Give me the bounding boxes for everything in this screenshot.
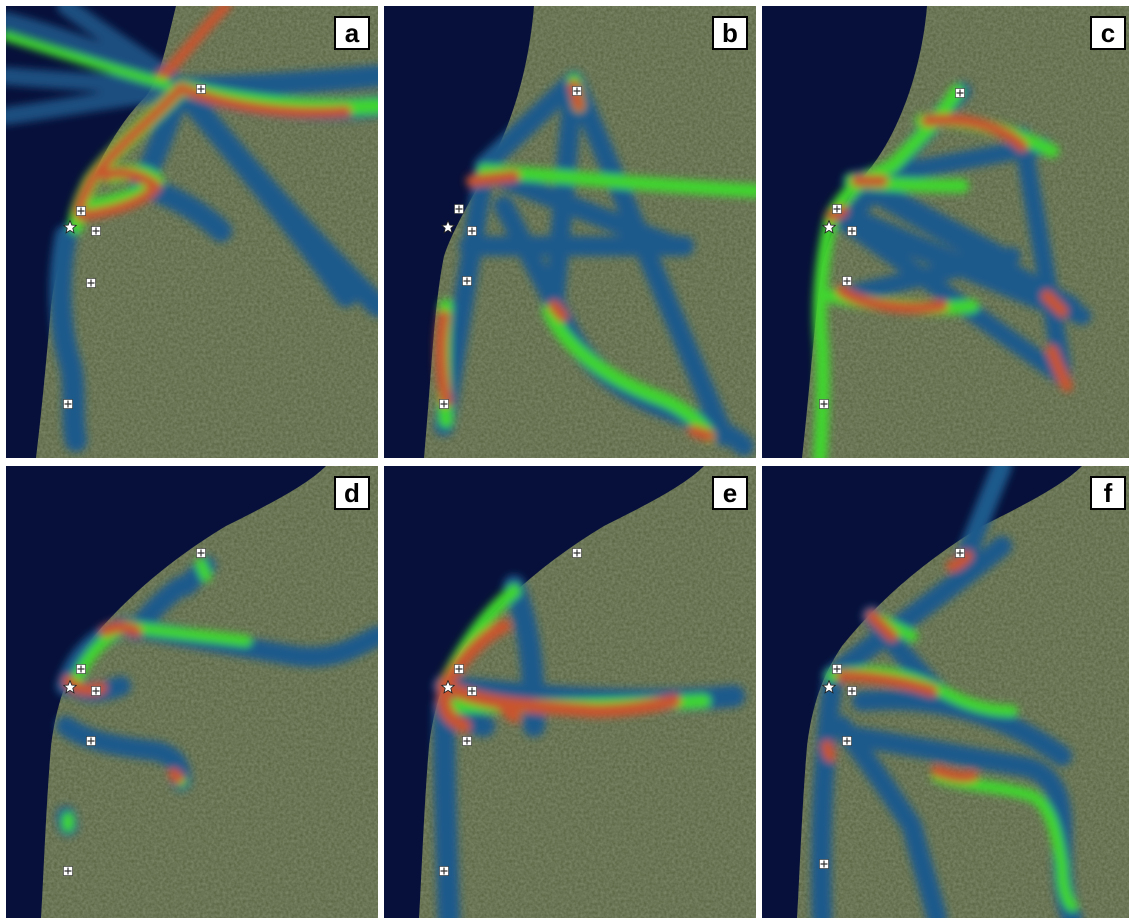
facility-marker-icon	[819, 859, 829, 869]
facility-marker-icon	[842, 276, 852, 286]
panel-label-d: d	[334, 476, 370, 510]
facility-marker-icon	[955, 88, 965, 98]
heatmap-map-a	[6, 6, 378, 458]
facility-marker-icon	[454, 204, 464, 214]
heatmap-map-c	[762, 6, 1129, 458]
map-panel-f: f	[762, 466, 1129, 918]
map-panel-b: b	[384, 6, 756, 458]
facility-marker-icon	[572, 548, 582, 558]
facility-marker-icon	[955, 548, 965, 558]
sea-area	[384, 6, 534, 458]
facility-marker-icon	[91, 686, 101, 696]
facility-marker-icon	[842, 736, 852, 746]
facility-marker-icon	[86, 278, 96, 288]
facility-marker-icon	[467, 226, 477, 236]
heatmap-map-f	[762, 466, 1129, 918]
facility-marker-icon	[196, 84, 206, 94]
facility-marker-icon	[847, 226, 857, 236]
map-panel-e: e	[384, 466, 756, 918]
facility-marker-icon	[832, 664, 842, 674]
facility-marker-icon	[86, 736, 96, 746]
facility-marker-icon	[462, 736, 472, 746]
facility-marker-icon	[467, 686, 477, 696]
facility-marker-icon	[439, 399, 449, 409]
sea-area	[384, 466, 704, 918]
facility-marker-icon	[63, 866, 73, 876]
facility-marker-icon	[572, 86, 582, 96]
panel-label-e: e	[712, 476, 748, 510]
facility-marker-icon	[832, 204, 842, 214]
map-panel-d: d	[6, 466, 378, 918]
sea-area	[762, 466, 1082, 918]
panel-label-a: a	[334, 16, 370, 50]
facility-marker-icon	[847, 686, 857, 696]
panel-label-f: f	[1090, 476, 1126, 510]
map-panel-c: c	[762, 6, 1129, 458]
facility-marker-icon	[91, 226, 101, 236]
heatmap-map-d	[6, 466, 378, 918]
sea-area	[6, 466, 326, 918]
facility-marker-icon	[462, 276, 472, 286]
sea-area	[6, 6, 176, 458]
heatmap-map-b	[384, 6, 756, 458]
sea-area	[762, 6, 927, 458]
panel-label-c: c	[1090, 16, 1126, 50]
facility-marker-icon	[196, 548, 206, 558]
heatmap-map-e	[384, 466, 756, 918]
facility-marker-icon	[76, 664, 86, 674]
facility-marker-icon	[76, 206, 86, 216]
panel-label-b: b	[712, 16, 748, 50]
facility-marker-icon	[439, 866, 449, 876]
map-panel-a: a	[6, 6, 378, 458]
facility-marker-icon	[63, 399, 73, 409]
facility-marker-icon	[819, 399, 829, 409]
facility-marker-icon	[454, 664, 464, 674]
